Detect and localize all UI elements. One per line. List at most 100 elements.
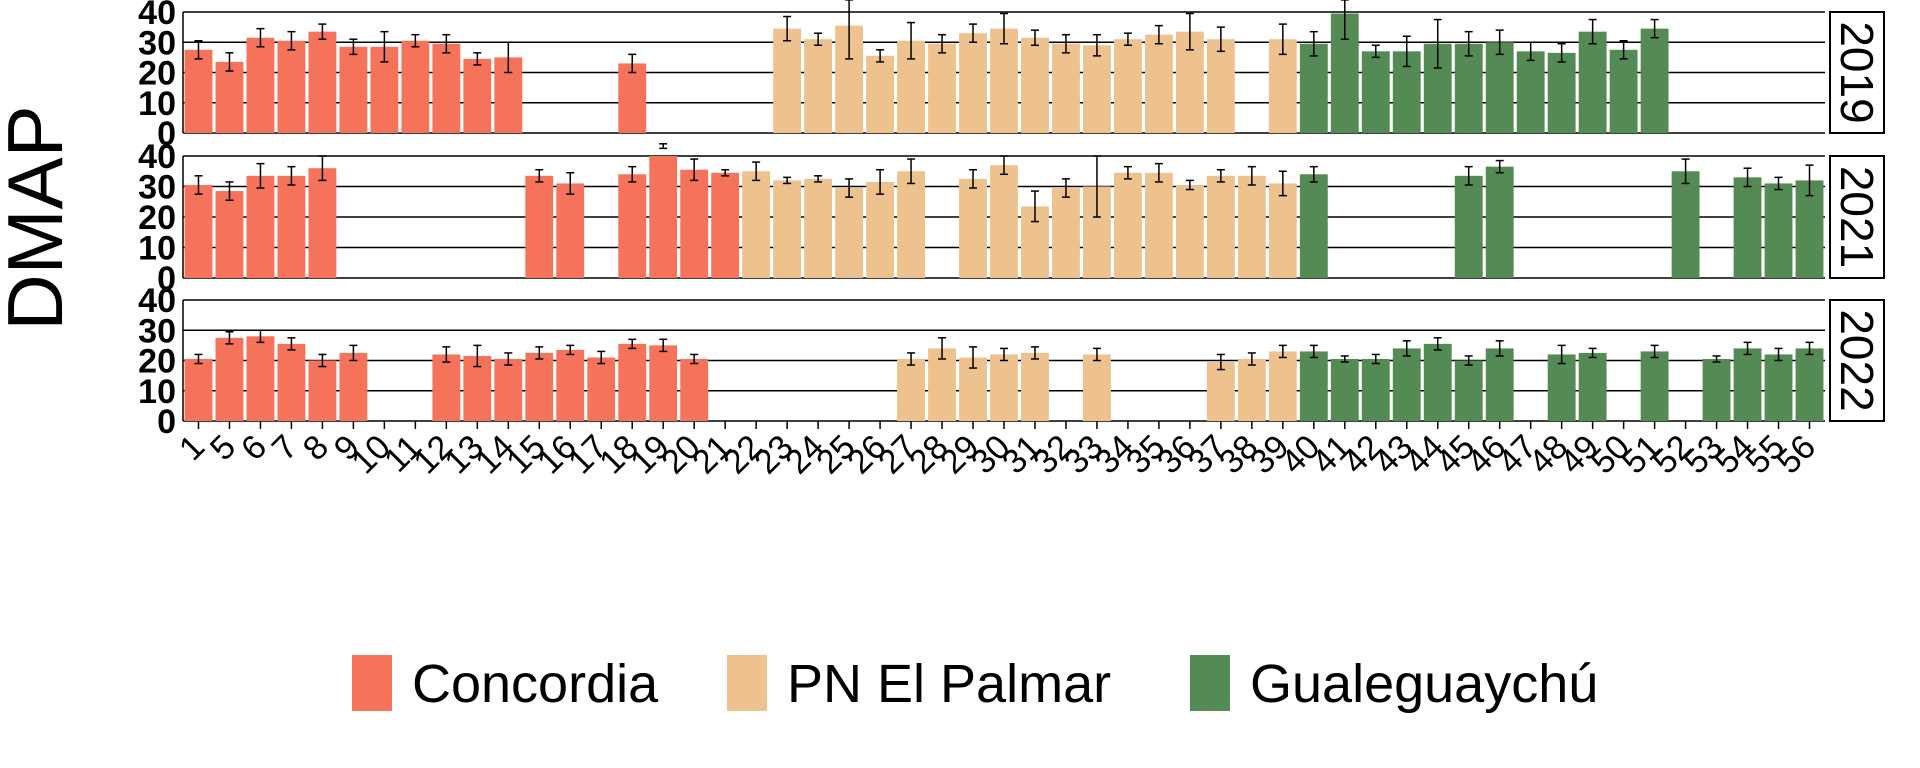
x-tick-label: 5: [203, 428, 243, 468]
bar: [1237, 358, 1266, 421]
bar: [1113, 172, 1142, 278]
bar: [1206, 39, 1235, 133]
bar: [1083, 354, 1111, 421]
bar: [866, 181, 895, 278]
y-tick-label: 20: [138, 343, 176, 381]
bar: [494, 358, 523, 421]
bar: [339, 352, 368, 421]
bar: [1361, 358, 1390, 421]
bar: [742, 171, 771, 278]
bar: [1144, 34, 1173, 133]
y-tick-label: 30: [138, 24, 176, 62]
bar: [1361, 51, 1390, 134]
y-tick-label: 30: [138, 312, 176, 350]
bar: [1299, 351, 1328, 421]
facet-label: 2021: [1831, 166, 1883, 268]
bar: [246, 175, 275, 278]
legend-label: PN El Palmar: [787, 654, 1111, 714]
bar: [1144, 172, 1173, 278]
bar: [990, 165, 1018, 278]
bar: [1299, 174, 1328, 278]
bar: [1052, 188, 1080, 278]
bar: [339, 46, 368, 133]
bar: [1330, 358, 1359, 421]
bar: [649, 345, 678, 421]
y-tick-label: 40: [138, 0, 176, 32]
bar: [1733, 177, 1762, 278]
bar: [1764, 183, 1793, 278]
bar: [1299, 43, 1328, 134]
bar: [804, 178, 833, 278]
bar: [1516, 51, 1545, 134]
bar: [277, 343, 306, 421]
bar: [680, 358, 709, 421]
bar: [773, 180, 802, 278]
legend-swatch: [352, 655, 392, 711]
bar: [1423, 343, 1452, 421]
bar: [277, 40, 306, 133]
bar: [618, 174, 647, 278]
y-tick-label: 0: [157, 115, 176, 153]
x-axis-ticks: 1567891011121314151617181920212223242526…: [172, 421, 1823, 481]
bar: [959, 33, 987, 133]
bar: [1113, 39, 1142, 133]
bar: [1795, 180, 1824, 278]
bar: [184, 184, 213, 278]
bar: [990, 354, 1018, 421]
bar: [1268, 183, 1297, 278]
bar: [308, 31, 337, 134]
bar: [432, 43, 461, 134]
y-tick-label: 20: [138, 199, 176, 237]
bar: [1671, 171, 1700, 278]
bar: [680, 169, 709, 278]
bar: [928, 43, 956, 134]
y-tick-label: 0: [157, 403, 176, 441]
x-tick-label: 7: [265, 428, 305, 468]
bar: [215, 191, 244, 278]
bar: [1485, 166, 1514, 278]
bar: [1609, 49, 1638, 133]
legend-label: Gualeguaychú: [1250, 654, 1598, 714]
bar: [1175, 184, 1204, 278]
bar: [1052, 43, 1080, 134]
bar: [587, 357, 616, 421]
y-tick-label: 30: [138, 169, 176, 207]
facet-label: 2019: [1831, 21, 1883, 123]
bar: [897, 358, 925, 421]
bar: [463, 58, 492, 134]
bar: [1485, 42, 1514, 133]
bar: [711, 172, 740, 278]
bar: [1578, 31, 1607, 134]
bar: [1021, 352, 1049, 421]
bar: [277, 175, 306, 278]
bar: [1702, 358, 1731, 421]
bar: [432, 354, 461, 421]
bar: [1578, 352, 1607, 421]
x-tick-label: 8: [296, 428, 336, 468]
y-tick-label: 10: [138, 230, 176, 268]
bar: [1392, 348, 1421, 421]
bar: [215, 61, 244, 133]
bar: [246, 37, 275, 133]
bar: [618, 63, 647, 133]
bar: [1733, 348, 1762, 421]
legend-label: Concordia: [412, 654, 659, 714]
bar: [1454, 43, 1483, 134]
bar: [308, 168, 337, 278]
y-tick-label: 0: [157, 260, 176, 298]
bar: [246, 336, 275, 421]
y-tick-label: 10: [138, 373, 176, 411]
y-tick-label: 40: [138, 138, 176, 176]
x-tick-label: 1: [172, 428, 212, 468]
bar: [1021, 37, 1049, 133]
bar: [804, 39, 833, 133]
legend-swatch: [727, 655, 767, 711]
bar: [897, 171, 925, 278]
bar: [866, 55, 895, 133]
bar: [1485, 348, 1514, 421]
bar: [525, 175, 554, 278]
bar: [1454, 360, 1483, 421]
strip-box: [1829, 299, 1885, 422]
